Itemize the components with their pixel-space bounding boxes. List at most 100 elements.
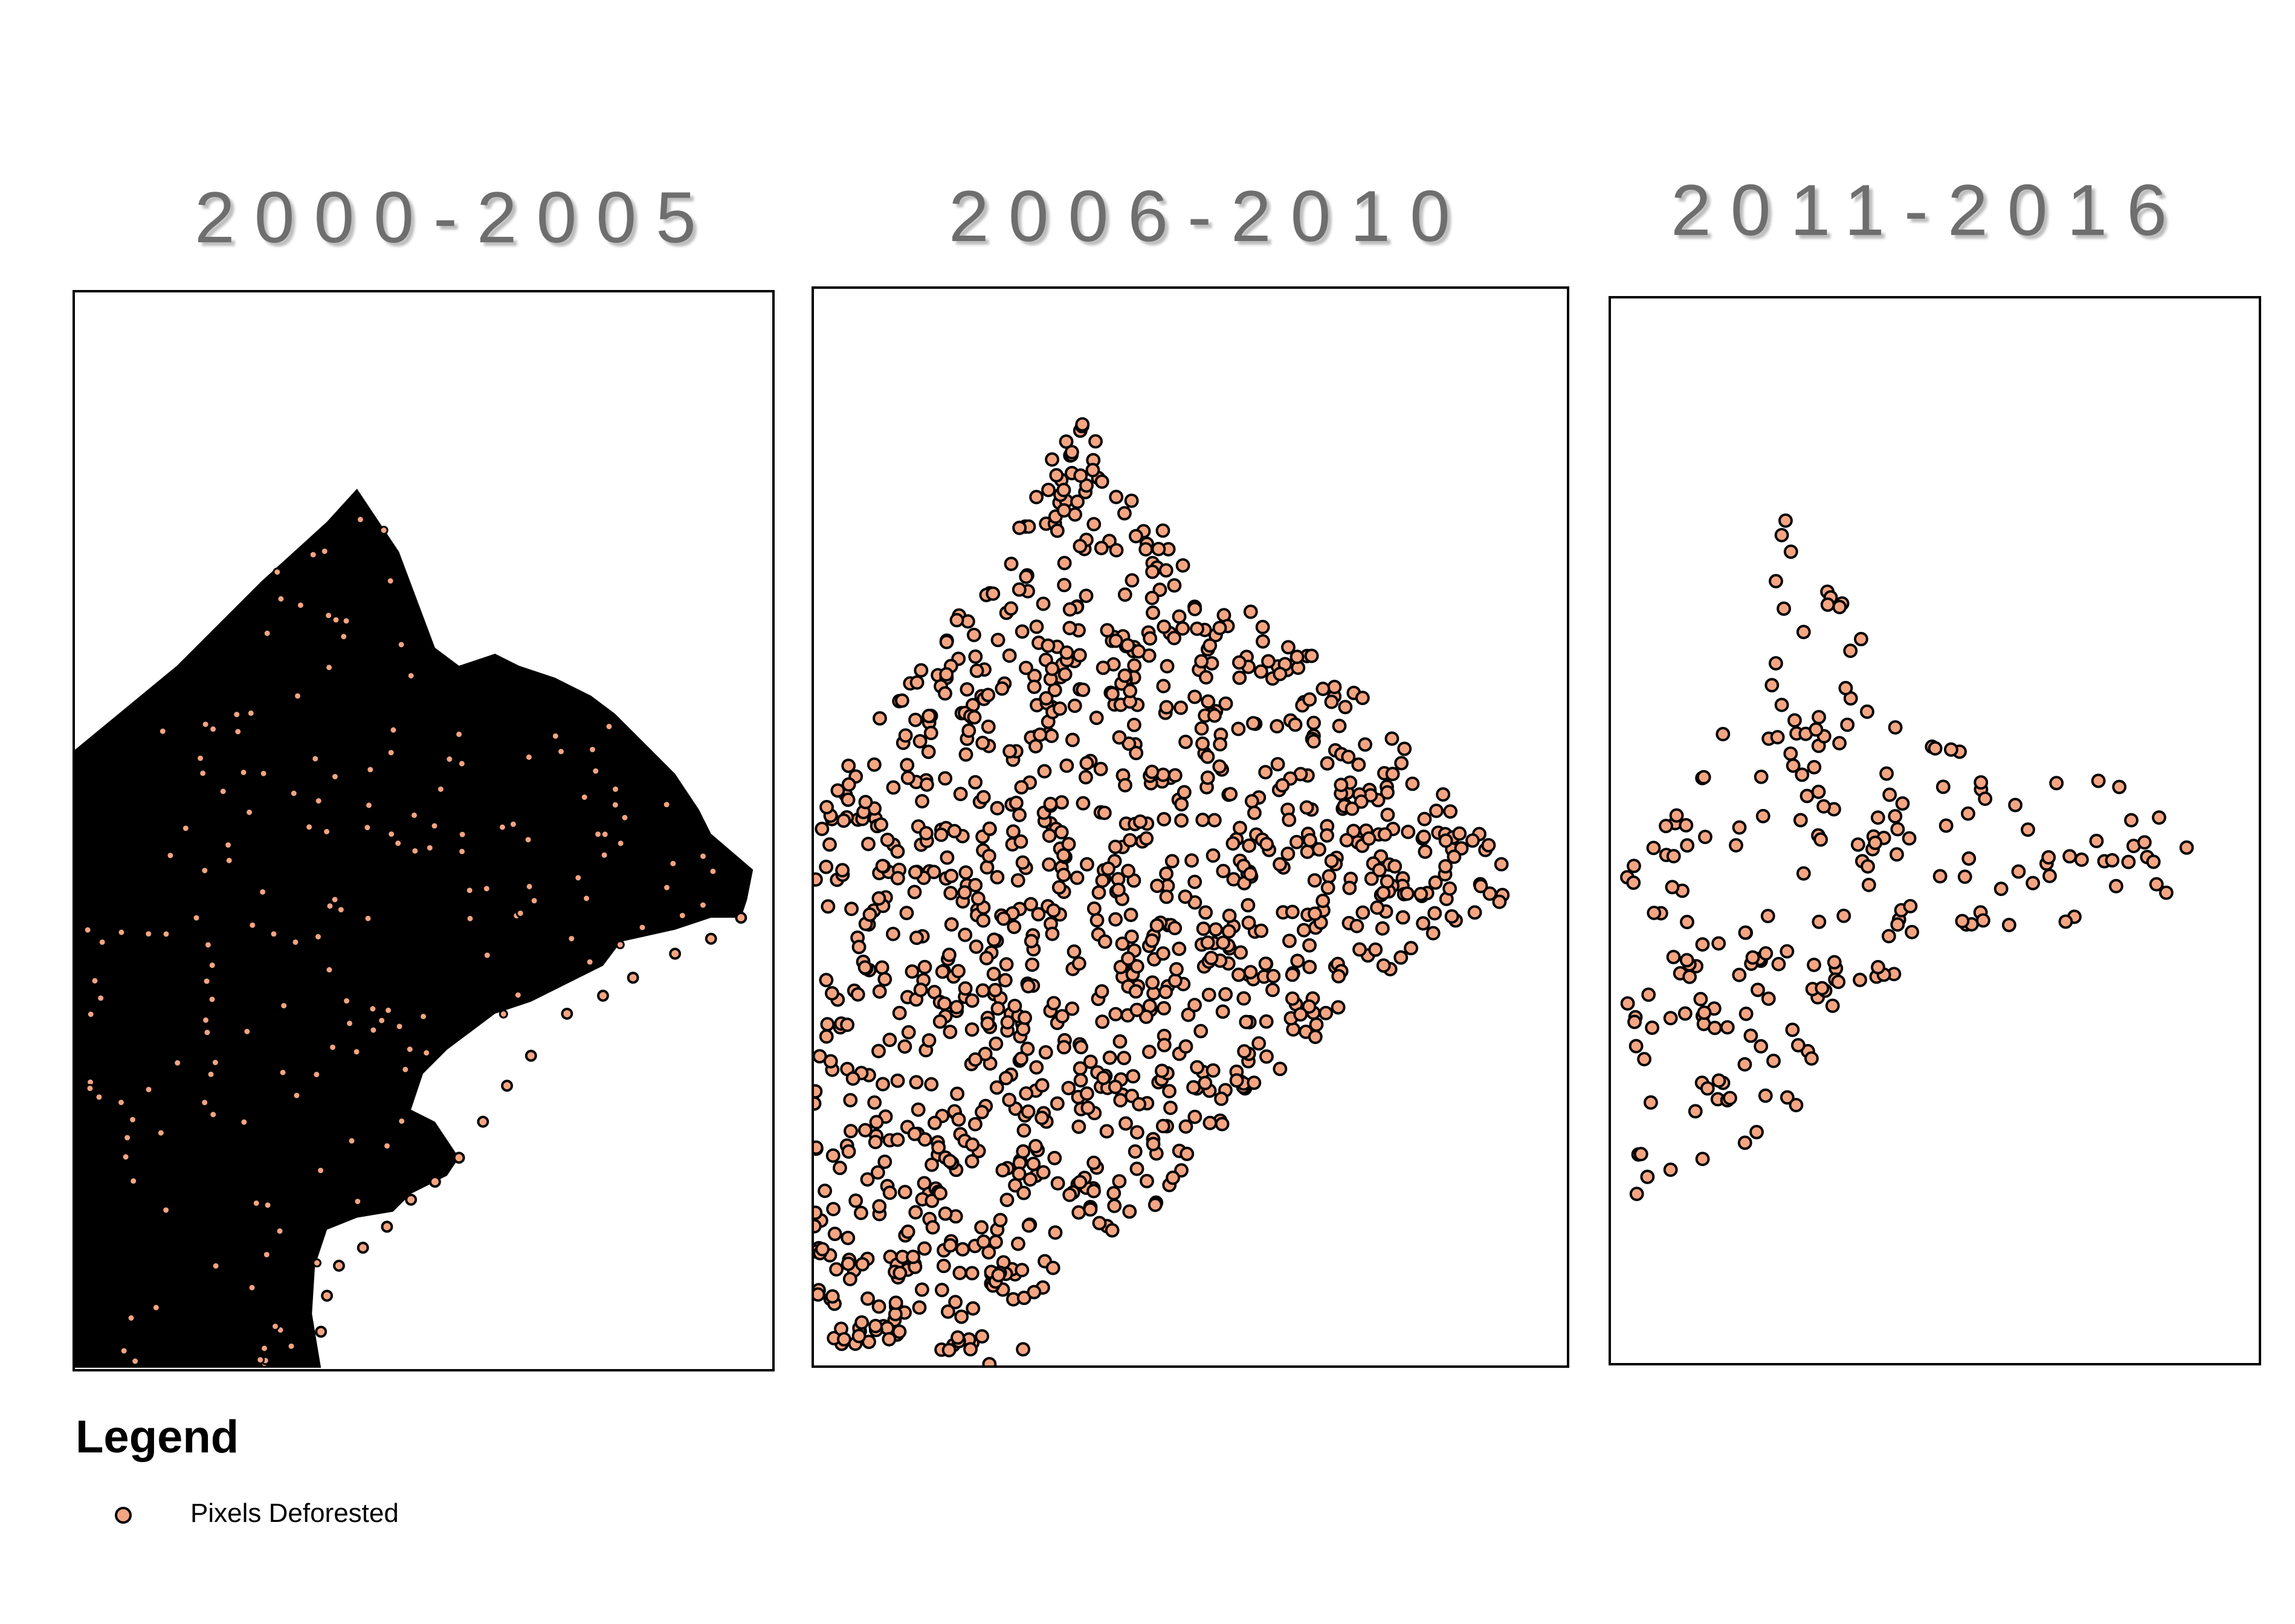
deforested-pixel bbox=[1123, 683, 1138, 698]
deforested-pixel bbox=[699, 851, 708, 861]
deforested-pixel bbox=[1695, 937, 1710, 952]
deforested-pixel bbox=[1073, 1174, 1088, 1190]
deforested-pixel bbox=[276, 594, 286, 604]
deforested-pixel bbox=[939, 634, 954, 649]
deforested-pixel bbox=[1131, 644, 1146, 659]
deforested-pixel bbox=[1237, 1044, 1252, 1059]
deforested-pixel bbox=[126, 1313, 136, 1323]
map-2006-2010 bbox=[814, 417, 1510, 1365]
deforested-pixel bbox=[814, 1084, 823, 1099]
deforested-pixel bbox=[869, 1115, 884, 1130]
deforested-pixel bbox=[899, 906, 914, 921]
deforested-pixel bbox=[604, 722, 614, 731]
deforested-pixel bbox=[1012, 1166, 1027, 1181]
deforested-pixel bbox=[203, 940, 213, 950]
deforested-pixel bbox=[117, 927, 126, 937]
deforested-pixel bbox=[1399, 886, 1415, 901]
deforested-pixel bbox=[1020, 1042, 1035, 1056]
deforested-pixel bbox=[1105, 1223, 1120, 1238]
deforested-pixel bbox=[2149, 877, 2164, 892]
deforested-pixel bbox=[1124, 493, 1139, 508]
deforested-pixel bbox=[877, 971, 892, 987]
deforested-pixel bbox=[128, 1115, 137, 1124]
deforested-pixel bbox=[705, 932, 717, 945]
deforested-pixel bbox=[819, 859, 834, 874]
deforested-pixel bbox=[1320, 880, 1335, 895]
deforested-pixel bbox=[1198, 1075, 1213, 1091]
deforested-pixel bbox=[908, 1205, 923, 1220]
deforested-pixel bbox=[1100, 623, 1115, 638]
deforested-pixel bbox=[269, 929, 279, 939]
deforested-pixel bbox=[1816, 799, 1831, 814]
deforested-pixel bbox=[289, 788, 299, 798]
deforested-pixel bbox=[1850, 837, 1865, 852]
deforested-pixel bbox=[1029, 1060, 1044, 1075]
deforested-pixel bbox=[1128, 1144, 1143, 1159]
deforested-pixel bbox=[2011, 864, 2026, 879]
deforested-pixel bbox=[513, 990, 523, 1000]
deforested-pixel bbox=[1258, 765, 1273, 780]
deforested-pixel bbox=[968, 649, 983, 664]
deforested-pixel bbox=[1045, 662, 1060, 676]
deforested-pixel bbox=[1825, 998, 1840, 1013]
deforested-pixel bbox=[1416, 916, 1431, 931]
deforested-pixel bbox=[1129, 959, 1144, 974]
deforested-pixel bbox=[1812, 914, 1827, 929]
deforested-pixel bbox=[1201, 694, 1216, 709]
deforested-pixel bbox=[1117, 587, 1132, 602]
deforested-pixel bbox=[353, 1197, 363, 1206]
deforested-pixel bbox=[1352, 942, 1367, 957]
deforested-pixel bbox=[996, 911, 1011, 926]
deforested-pixel bbox=[2159, 885, 2174, 900]
deforested-pixel bbox=[912, 1300, 927, 1315]
deforested-pixel bbox=[1128, 984, 1143, 999]
deforested-pixel bbox=[1246, 716, 1260, 731]
deforested-pixel bbox=[579, 793, 589, 802]
deforested-pixel bbox=[1026, 1156, 1041, 1171]
deforested-pixel bbox=[1760, 909, 1775, 924]
deforested-pixel bbox=[1241, 915, 1256, 930]
deforested-pixel bbox=[1128, 529, 1143, 544]
deforested-pixel bbox=[1041, 483, 1056, 497]
deforested-pixel bbox=[989, 1036, 1004, 1051]
deforested-pixel bbox=[1120, 638, 1135, 652]
deforested-pixel bbox=[1376, 885, 1391, 900]
deforested-pixel bbox=[144, 1084, 153, 1094]
deforested-pixel bbox=[363, 914, 373, 923]
deforested-pixel bbox=[324, 611, 334, 620]
deforested-pixel bbox=[315, 1326, 328, 1338]
deforested-pixel bbox=[950, 1086, 965, 1101]
deforested-pixel bbox=[1122, 1204, 1137, 1219]
deforested-pixel bbox=[1108, 633, 1123, 648]
deforested-pixel bbox=[1302, 999, 1317, 1014]
deforested-pixel bbox=[1012, 582, 1027, 597]
legend-item-pixels-deforested: Pixels Deforested bbox=[115, 1497, 399, 1533]
deforested-pixel bbox=[819, 799, 834, 814]
deforested-pixel bbox=[386, 748, 396, 758]
deforested-pixel bbox=[1679, 818, 1694, 833]
deforested-pixel bbox=[83, 925, 92, 935]
deforested-pixel bbox=[1092, 1216, 1107, 1231]
deforested-pixel bbox=[161, 929, 171, 939]
deforested-pixel bbox=[1993, 881, 2009, 897]
deforested-pixel bbox=[161, 1205, 171, 1215]
deforested-pixel bbox=[917, 1241, 932, 1256]
deforested-pixel bbox=[1184, 853, 1199, 868]
deforested-pixel bbox=[1155, 523, 1170, 538]
deforested-pixel bbox=[1354, 794, 1369, 809]
deforested-pixel bbox=[262, 628, 272, 638]
deforested-pixel bbox=[966, 1301, 981, 1316]
deforested-pixel bbox=[1813, 832, 1829, 847]
deforested-pixel bbox=[965, 1137, 980, 1152]
deforested-pixel bbox=[1387, 859, 1402, 874]
deforested-pixel bbox=[998, 973, 1013, 988]
deforested-pixel bbox=[1028, 739, 1043, 754]
deforested-pixel bbox=[1012, 520, 1027, 535]
deforested-pixel bbox=[1112, 730, 1127, 745]
deforested-pixel bbox=[938, 1206, 953, 1221]
deforested-pixel bbox=[201, 1016, 210, 1025]
deforested-pixel bbox=[935, 964, 950, 979]
deforested-pixel bbox=[934, 827, 949, 842]
deforested-pixel bbox=[1025, 957, 1040, 972]
deforested-pixel bbox=[242, 1026, 252, 1036]
